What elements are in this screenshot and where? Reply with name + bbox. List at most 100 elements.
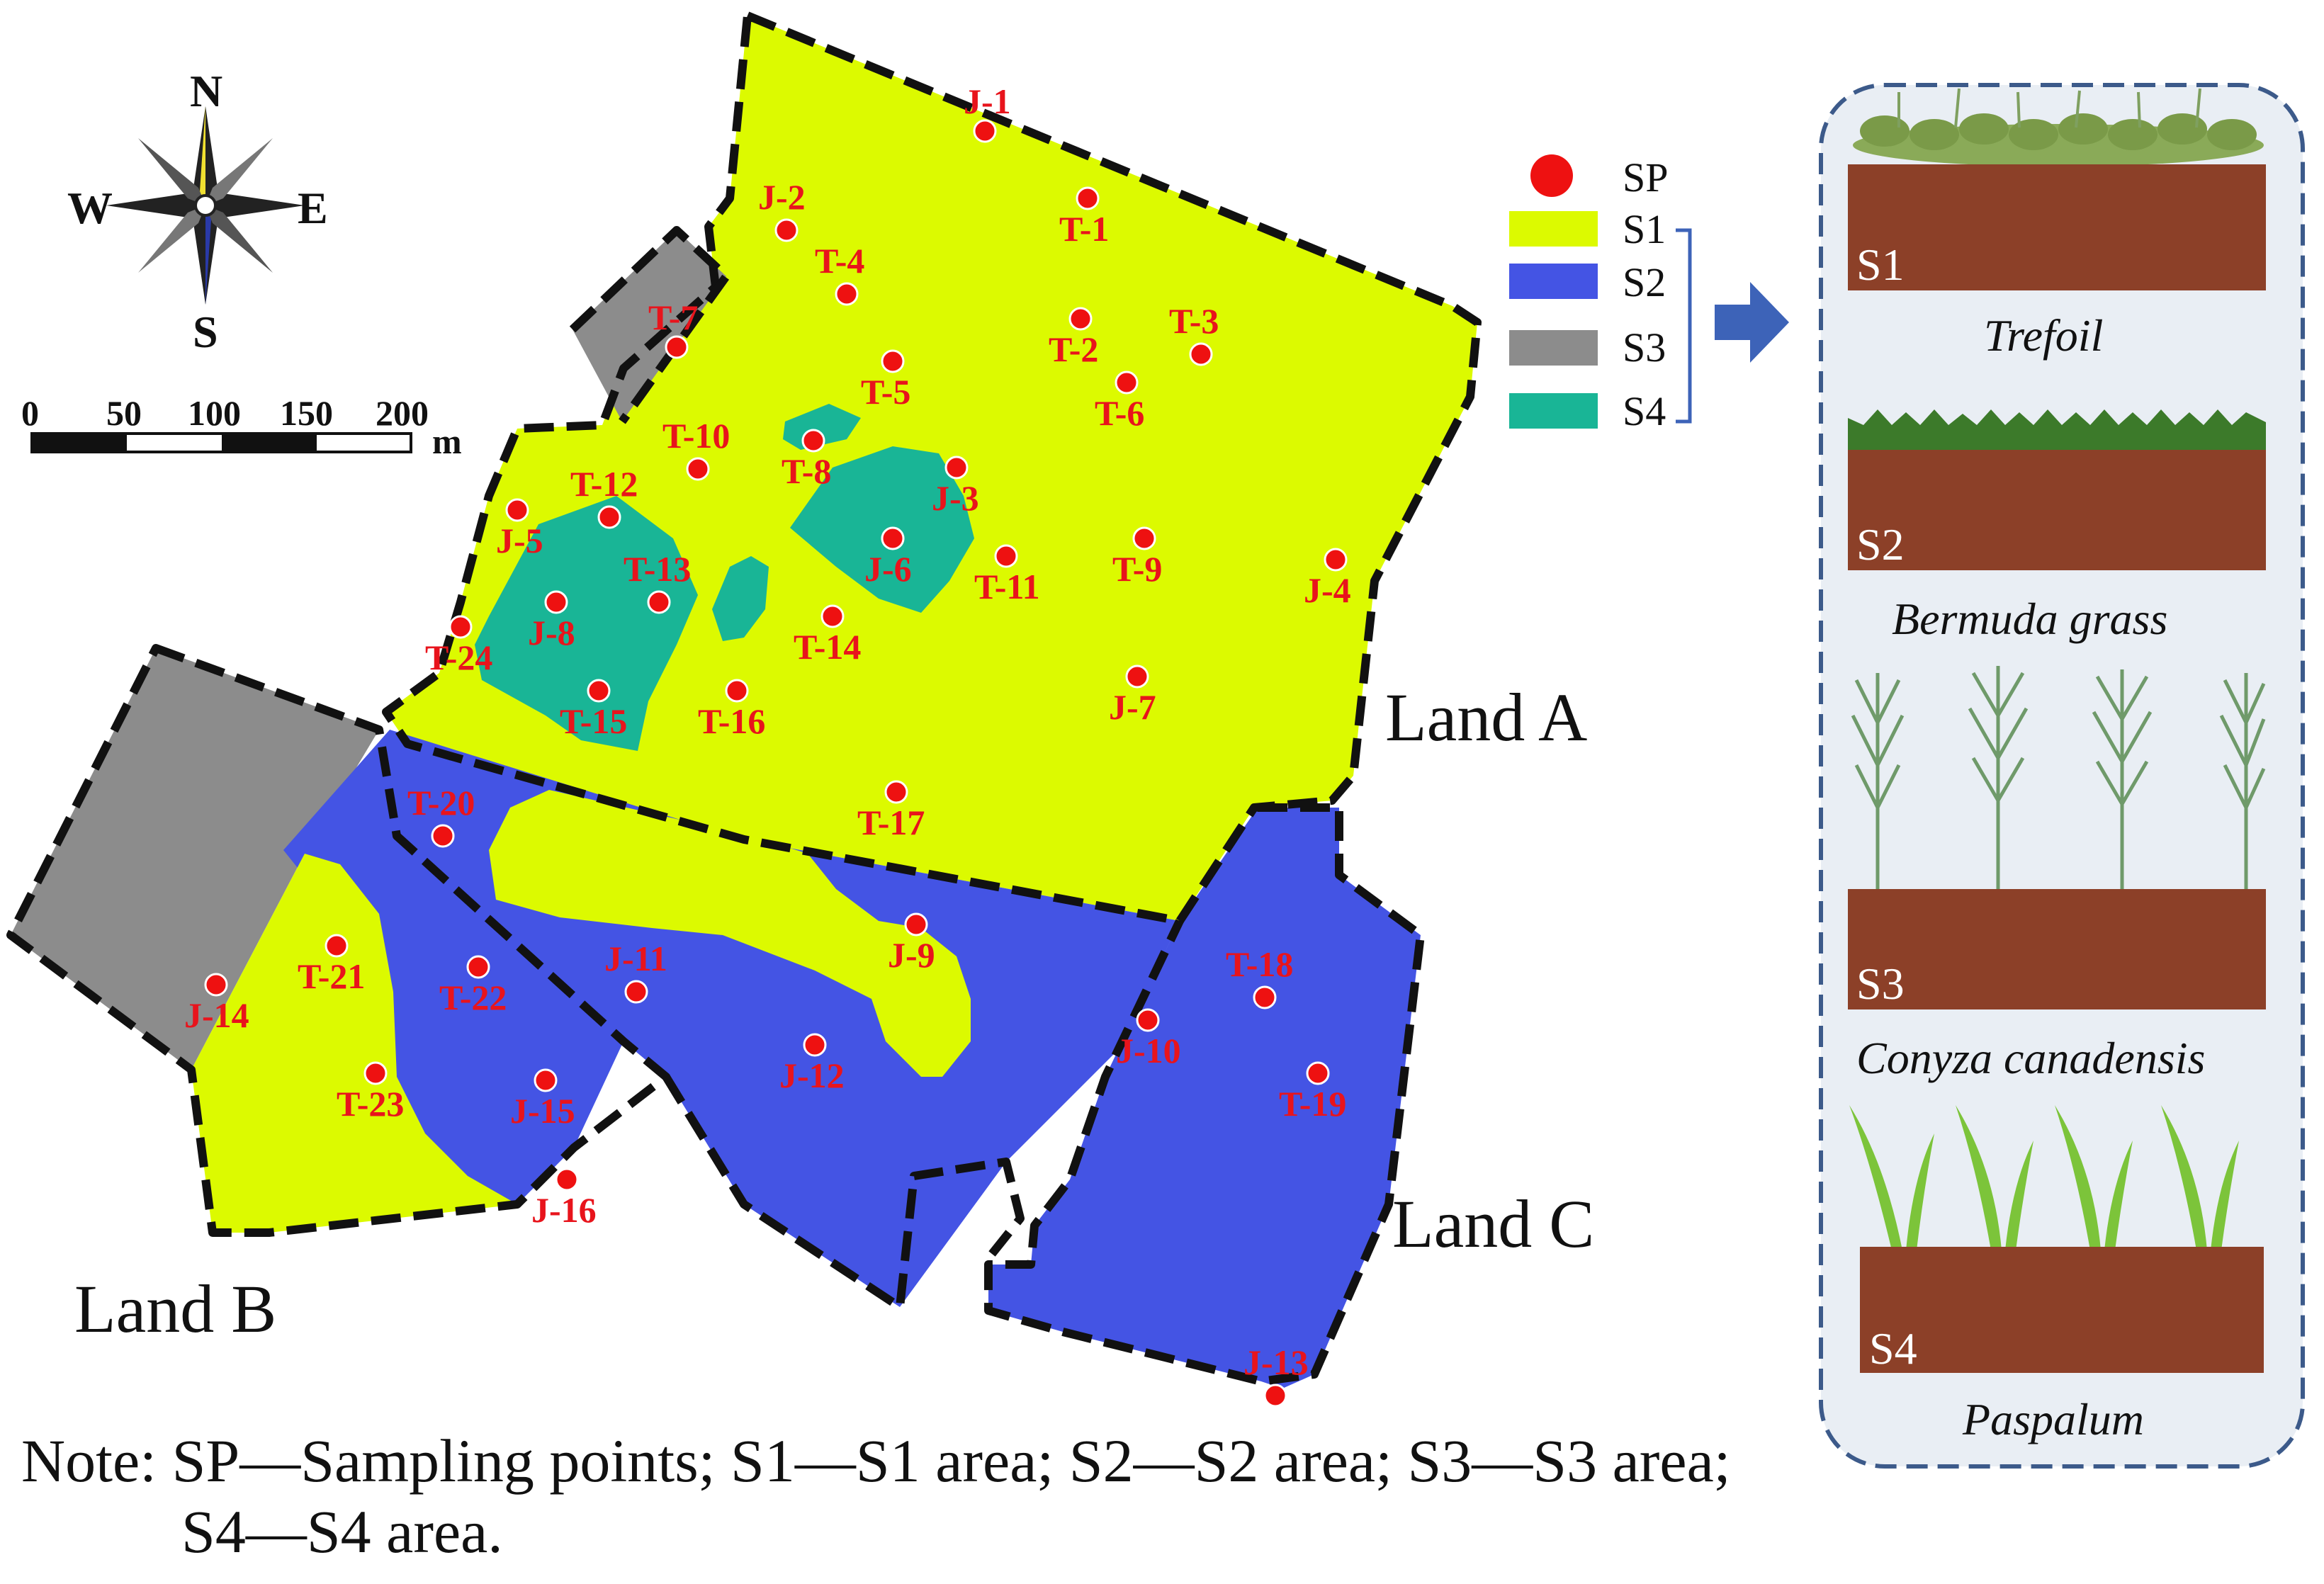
sampling-point-t-11: T-11 [974, 544, 1040, 606]
sampling-point-t-20: T-20 [407, 783, 475, 848]
land-a-label: Land A [1385, 679, 1587, 755]
note-line-2: S4—S4 area. [181, 1498, 503, 1566]
scale-bar: 0 50 100 150 200 m [21, 393, 462, 461]
figure-note: Note: SP—Sampling points; S1—S1 area; S2… [21, 1425, 1731, 1567]
sampling-point-label: T-3 [1169, 301, 1219, 341]
sampling-point-label: J-7 [1109, 687, 1156, 727]
sampling-point-marker [884, 780, 908, 804]
sampling-point-t-5: T-5 [861, 349, 910, 412]
panel-name-paspalum: Paspalum [1962, 1394, 2144, 1444]
sampling-point-marker [1076, 186, 1100, 210]
compass-east-label: E [298, 183, 328, 233]
panel-code-s4: S4 [1869, 1323, 1917, 1374]
sampling-point-j-6: J-6 [864, 526, 912, 589]
sampling-point-label: J-9 [888, 935, 935, 975]
sampling-point-marker [363, 1061, 388, 1085]
sampling-point-label: J-8 [528, 613, 575, 652]
sampling-point-marker [624, 980, 648, 1004]
soil-block-s2 [1848, 450, 2266, 570]
sampling-point-t-2: T-2 [1049, 307, 1098, 369]
sampling-point-label: T-19 [1279, 1084, 1346, 1124]
sampling-point-label: T-15 [560, 701, 627, 741]
sampling-point-label: T-1 [1059, 209, 1109, 249]
sampling-point-label: T-13 [624, 549, 691, 589]
sampling-point-j-3: J-3 [932, 456, 979, 518]
sampling-point-label: T-20 [407, 783, 475, 822]
sampling-point-label: T-9 [1112, 549, 1162, 589]
sampling-point-label: J-12 [779, 1056, 845, 1095]
sampling-point-t-4: T-4 [815, 241, 864, 306]
sampling-point-label: J-16 [531, 1190, 597, 1230]
sampling-point-t-7: T-7 [648, 298, 698, 359]
scale-unit: m [432, 422, 462, 461]
sampling-point-marker [1324, 548, 1348, 572]
sampling-point-label: T-11 [974, 567, 1040, 606]
compass-south-label: S [193, 307, 218, 357]
sampling-point-t-23: T-23 [337, 1061, 404, 1124]
compass-rose-icon [106, 106, 305, 305]
land-b-boundary [6, 644, 670, 1237]
s1-area-land-b [191, 854, 517, 1233]
sampling-point-marker [803, 1033, 827, 1057]
sampling-point-marker [881, 526, 905, 550]
sampling-point-marker [1306, 1061, 1330, 1085]
sampling-point-marker [1253, 985, 1277, 1009]
sampling-point-t-21: T-21 [298, 934, 365, 996]
s4-area-patch-2 [790, 446, 974, 613]
sampling-point-t-9: T-9 [1112, 526, 1162, 589]
sampling-point-j-14: J-14 [184, 973, 249, 1035]
sampling-point-marker [325, 934, 349, 958]
legend-sp-symbol [1530, 154, 1573, 197]
sampling-point-label: T-8 [782, 451, 831, 491]
sampling-point-marker [1115, 370, 1139, 395]
sampling-point-t-1: T-1 [1059, 186, 1109, 249]
scale-tick-50: 50 [106, 393, 142, 433]
s3-area-land-a [572, 230, 726, 422]
sampling-point-t-15: T-15 [560, 679, 627, 741]
land-c-inner-boundary [662, 1074, 1025, 1311]
sampling-point-label: T-16 [698, 701, 765, 741]
sampling-point-label: J-15 [510, 1091, 575, 1131]
sampling-point-marker [1068, 307, 1093, 331]
trefoil-icon [1853, 88, 2264, 166]
sampling-point-marker [466, 955, 490, 979]
legend-sp-label: SP [1623, 154, 1669, 200]
s4-area-patch-3 [475, 496, 698, 751]
s4-area-patch-4 [712, 556, 769, 641]
s1-area-island [489, 790, 971, 1077]
sampling-point-marker [686, 457, 710, 481]
legend-s2-label: S2 [1623, 259, 1666, 305]
legend-s1-label: S1 [1623, 206, 1666, 252]
sampling-point-j-12: J-12 [779, 1033, 845, 1095]
legend: SP S1 S2 S3 S4 [1509, 154, 1789, 434]
legend-s3-swatch [1509, 330, 1598, 366]
panel-conyza-canadensis: S3 Conyza canadensis [1848, 666, 2266, 1083]
sampling-point-label: T-23 [337, 1084, 404, 1124]
sampling-point-marker [1132, 526, 1156, 550]
sampling-point-label: T-10 [662, 416, 730, 456]
sampling-point-label: J-5 [496, 521, 543, 560]
scale-tick-100: 100 [188, 393, 241, 433]
sampling-point-marker [431, 824, 455, 848]
sampling-point-t-22: T-22 [439, 955, 507, 1017]
sampling-point-marker [725, 679, 749, 703]
sampling-point-marker [505, 498, 529, 522]
sampling-point-j-1: J-1 [964, 81, 1011, 143]
sampling-point-marker [904, 912, 928, 937]
legend-s1-swatch [1509, 211, 1598, 247]
sampling-point-label: J-13 [1243, 1342, 1309, 1382]
sampling-point-marker [534, 1068, 558, 1092]
land-c-label: Land C [1392, 1186, 1594, 1262]
paspalum-icon [1849, 1105, 2239, 1250]
scale-tick-150: 150 [280, 393, 333, 433]
sampling-point-j-5: J-5 [496, 498, 543, 560]
sampling-point-j-2: J-2 [758, 177, 806, 242]
legend-s3-label: S3 [1623, 324, 1666, 370]
sampling-point-j-9: J-9 [888, 912, 935, 975]
conyza-icon [1851, 666, 2266, 889]
sampling-point-marker [881, 349, 905, 373]
sampling-point-t-10: T-10 [662, 416, 730, 481]
sampling-point-t-6: T-6 [1095, 370, 1144, 433]
sampling-point-marker [647, 590, 671, 614]
sampling-point-marker [1125, 664, 1149, 689]
